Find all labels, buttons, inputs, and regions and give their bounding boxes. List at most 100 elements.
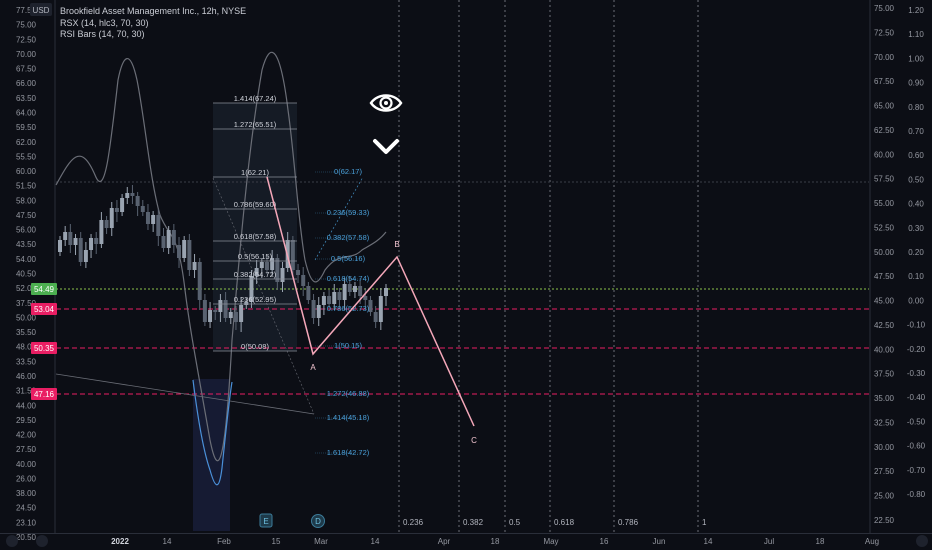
rsi-oversold-zone — [193, 379, 230, 531]
candle-body — [296, 270, 301, 275]
candle-body — [352, 286, 357, 292]
candle-body — [78, 238, 83, 262]
candle-body — [347, 284, 352, 292]
chart-title: Brookfield Asset Management Inc., 12h, N… — [60, 6, 247, 16]
candle-body — [332, 292, 337, 304]
indicator-rsx[interactable]: RSX (14, hlc3, 70, 30) — [60, 17, 149, 28]
left-tick-label: 56.00 — [16, 226, 37, 235]
candle-body — [202, 300, 207, 322]
time-axis[interactable]: 2022 14 Feb 15 Mar 14 Apr 18 May 16 Jun 14 Jul 18 Aug — [111, 537, 879, 546]
right-osc-tick-label: 1.10 — [908, 30, 924, 39]
event-marker-label: E — [263, 517, 268, 526]
left-tick-label: 24.50 — [16, 504, 37, 513]
currency-label-box[interactable] — [30, 3, 52, 16]
right-price-tick-label: 35.00 — [874, 394, 895, 403]
right-price-tick-label: 32.50 — [874, 418, 895, 427]
fib-ext-label: 1.272(46.88) — [327, 389, 370, 398]
price-badge-bg — [31, 283, 57, 295]
fib-trend-diagonal — [212, 177, 315, 415]
time-fib-label: 0.236 — [403, 518, 424, 527]
left-tick-label: 64.00 — [16, 108, 37, 117]
time-tick-label: 14 — [371, 537, 380, 546]
time-tick-label: Apr — [438, 537, 451, 546]
right-price-tick-label: 27.50 — [874, 467, 895, 476]
time-tick-label: Feb — [217, 537, 231, 546]
right-price-tick-label: 57.50 — [874, 175, 895, 184]
candle-body — [73, 238, 78, 245]
candle-body — [306, 286, 311, 300]
right-osc-tick-label: -0.40 — [907, 393, 926, 402]
time-axis-divider — [0, 533, 932, 534]
left-tick-label: 51.50 — [16, 182, 37, 191]
axis-toggle-y-button[interactable] — [6, 535, 18, 547]
candle-body — [68, 232, 73, 245]
candle-body — [161, 236, 166, 248]
left-tick-label: 72.50 — [16, 35, 37, 44]
right-price-tick-label: 65.00 — [874, 102, 895, 111]
left-tick-label: 77.50 — [16, 6, 37, 15]
candle-body — [368, 300, 373, 312]
left-tick-label: 55.50 — [16, 152, 37, 161]
candle-body — [244, 302, 249, 305]
candle-body — [275, 258, 280, 282]
candle-body — [384, 288, 388, 296]
left-tick-label: 43.50 — [16, 240, 37, 249]
left-price-scale[interactable]: 77.50 75.00 72.50 70.00 67.50 66.00 63.50 64.00… — [16, 3, 52, 542]
time-fib-labels: 0.236 0.382 0.5 0.618 0.786 1 — [403, 518, 707, 527]
candle-body — [109, 208, 114, 228]
right-oscillator-scale[interactable]: 1.20 1.10 1.00 0.90 0.80 0.70 0.60 0.50 0.40 0.30… — [907, 6, 926, 499]
candle-body — [151, 215, 156, 224]
left-tick-label: 33.50 — [16, 357, 37, 366]
right-osc-tick-label: 0.90 — [908, 79, 924, 88]
right-price-tick-label: 75.00 — [874, 4, 895, 13]
candle-body — [358, 286, 363, 296]
candle-body — [83, 250, 88, 262]
left-tick-label: 40.00 — [16, 460, 37, 469]
right-price-scale[interactable]: 75.00 72.50 70.00 67.50 65.00 62.50 60.00 57.50… — [874, 4, 895, 525]
candle-body — [342, 284, 347, 300]
fib-ret-label: 0.5(56.15) — [238, 252, 273, 261]
left-scale-divider — [54, 0, 56, 534]
left-tick-label: 70.00 — [16, 50, 37, 59]
left-tick-label: 38.00 — [16, 489, 37, 498]
left-tick-label: 60.00 — [16, 167, 37, 176]
candle-body — [182, 240, 187, 258]
candle-body — [99, 220, 104, 244]
indicator-rsi-bars[interactable]: RSI Bars (14, 70, 30) — [60, 29, 145, 39]
eye-icon[interactable] — [369, 94, 403, 112]
chart-settings-button[interactable] — [916, 535, 928, 547]
right-osc-tick-label: -0.20 — [907, 345, 926, 354]
candle-body — [311, 300, 316, 318]
chevron-down-icon[interactable] — [373, 139, 399, 154]
candle-body — [249, 276, 254, 302]
fib-ext-label: 1.414(45.18) — [327, 413, 370, 422]
left-tick-label: 52.00 — [16, 284, 37, 293]
candle-body — [233, 312, 238, 322]
candle-body — [156, 215, 161, 236]
right-osc-tick-label: 1.00 — [908, 54, 924, 63]
candle-body — [321, 296, 326, 305]
left-scale-panel — [0, 0, 54, 534]
candle-body — [135, 196, 140, 206]
wave-label-a: A — [310, 363, 316, 372]
candle-body — [89, 238, 94, 250]
time-tick-label: 14 — [704, 537, 713, 546]
right-price-tick-label: 40.00 — [874, 345, 895, 354]
dividend-marker[interactable] — [311, 514, 325, 528]
candle-body — [337, 292, 342, 300]
right-osc-tick-label: 0.30 — [908, 224, 924, 233]
rsi-dip-line — [192, 379, 233, 486]
left-tick-label: 75.00 — [16, 21, 37, 30]
price-badges: 54.49 53.04 50.35 47.16 — [31, 283, 57, 400]
time-fib-label: 0.382 — [463, 518, 484, 527]
time-fib-label: 0.618 — [554, 518, 575, 527]
right-price-tick-label: 37.50 — [874, 370, 895, 379]
time-tick-label: 18 — [491, 537, 500, 546]
axis-settings-button[interactable] — [36, 535, 48, 547]
candle-body — [94, 238, 99, 244]
fib-ext-label: 0(62.17) — [334, 167, 362, 176]
right-osc-tick-label: 0.20 — [908, 248, 924, 257]
earnings-marker[interactable] — [259, 513, 273, 528]
